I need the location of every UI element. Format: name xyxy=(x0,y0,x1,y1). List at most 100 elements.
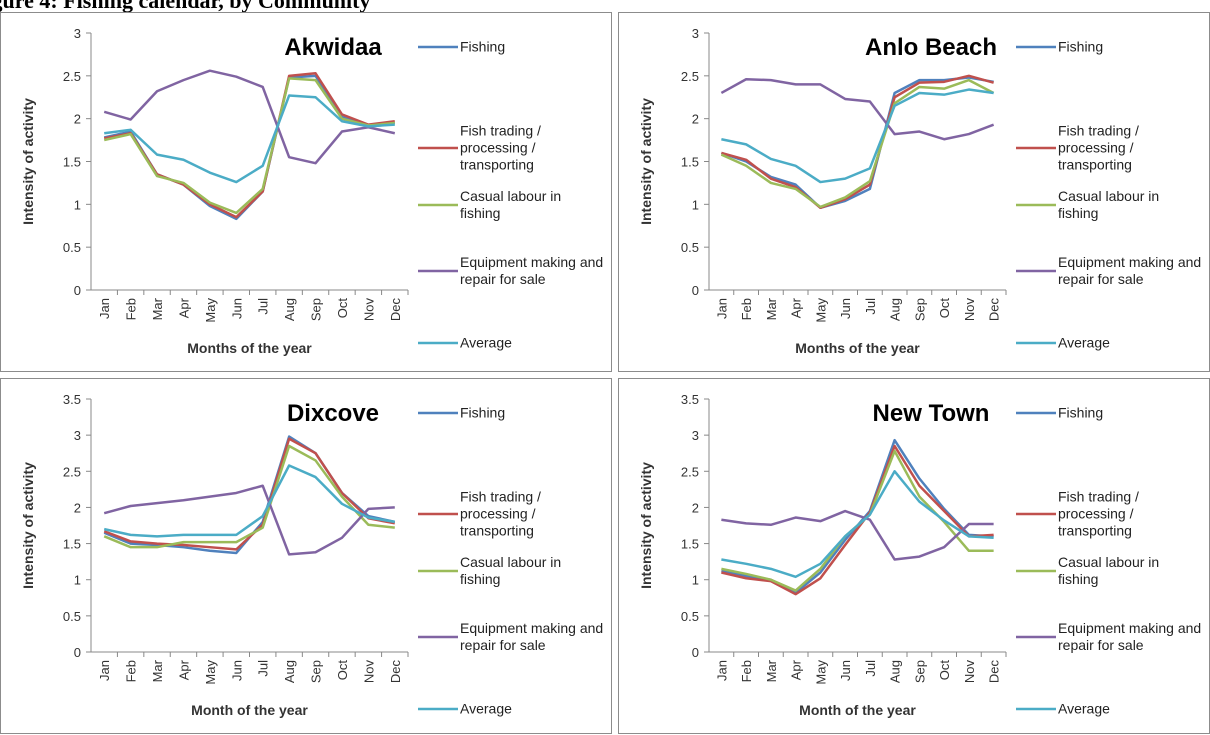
x-tick-label: May xyxy=(813,298,828,323)
y-tick-label: 0 xyxy=(74,283,81,298)
x-tick-label: May xyxy=(203,660,218,685)
legend-label: Equipment making and repair for sale xyxy=(1058,254,1202,287)
legend-label: Casual labour in fishing xyxy=(1058,188,1160,221)
x-tick-label: Sep xyxy=(912,298,927,321)
chart-title: New Town xyxy=(873,400,990,427)
y-tick-label: 3.5 xyxy=(63,392,81,407)
y-tick-label: 2.5 xyxy=(63,464,81,479)
series-line xyxy=(721,509,994,561)
chart-title: Akwidaa xyxy=(284,34,382,61)
series-line xyxy=(103,77,395,215)
series-line xyxy=(103,69,396,165)
legend-label: Equipment making and repair for sale xyxy=(460,620,604,653)
x-axis-label: Months of the year xyxy=(795,340,920,356)
page-title: Figure 4: Fishing calendar, by Community xyxy=(0,0,371,13)
series-line xyxy=(103,484,395,556)
x-tick-label: Feb xyxy=(739,298,754,320)
x-tick-label: Nov xyxy=(361,298,376,322)
x-tick-label: Jun xyxy=(229,298,244,319)
y-tick-label: 0.5 xyxy=(63,240,81,255)
legend-label: Casual labour in fishing xyxy=(460,188,562,221)
y-tick-label: 3 xyxy=(74,26,81,41)
x-tick-label: Nov xyxy=(962,660,977,684)
x-tick-label: May xyxy=(813,660,828,685)
chart-panel: 0 0.5 1 1.5 2 2.5 3 Jan Feb Mar Apr May Jun Jul Aug Sep… xyxy=(618,12,1210,372)
series-line xyxy=(721,74,994,210)
y-tick-label: 0.5 xyxy=(681,240,699,255)
y-tick-label: 1 xyxy=(692,573,699,588)
legend-label: Fishing xyxy=(460,38,506,55)
x-tick-label: Mar xyxy=(764,297,779,320)
y-tick-label: 2.5 xyxy=(681,464,699,479)
y-tick-label: 0 xyxy=(692,283,699,298)
x-tick-label: Jun xyxy=(838,660,853,681)
legend-label: Fishing xyxy=(1058,404,1104,421)
x-tick-label: Mar xyxy=(150,659,165,682)
y-tick-label: 3.5 xyxy=(681,392,699,407)
y-axis-label: Intensity of activity xyxy=(638,98,654,225)
series-line xyxy=(104,94,395,184)
x-tick-label: Mar xyxy=(764,659,779,682)
legend-label: Fishing xyxy=(1058,38,1104,55)
x-tick-label: Feb xyxy=(739,660,754,682)
series-line xyxy=(103,464,395,538)
y-tick-label: 1 xyxy=(74,573,81,588)
x-tick-label: Dec xyxy=(987,298,1002,322)
x-axis-label: Month of the year xyxy=(799,702,916,718)
y-tick-label: 0.5 xyxy=(63,609,81,624)
y-tick-label: 1 xyxy=(692,197,699,212)
legend-label: Equipment making and repair for sale xyxy=(460,254,604,287)
chart: 0 0.5 1 1.5 2 2.5 3 3.5 Jan Feb Mar Apr May Jun Jul Aug… xyxy=(638,392,1056,718)
x-tick-label: Oct xyxy=(937,660,952,681)
legend-label: Casual labour in fishing xyxy=(460,554,562,587)
chart: 0 0.5 1 1.5 2 2.5 3 Jan Feb Mar Apr May Jun Jul Aug Sep… xyxy=(638,26,1056,356)
y-axis-label: Intensity of activity xyxy=(20,462,36,589)
y-tick-label: 3 xyxy=(692,26,699,41)
series-line xyxy=(103,437,396,551)
y-tick-label: 0.5 xyxy=(681,609,699,624)
x-tick-label: Dec xyxy=(987,660,1002,684)
legend-label: Average xyxy=(460,700,512,717)
series-line xyxy=(103,444,395,549)
series-line xyxy=(721,470,994,579)
x-tick-label: Dec xyxy=(388,298,403,322)
x-tick-label: Jul xyxy=(863,660,878,677)
y-tick-label: 0 xyxy=(692,645,699,660)
y-tick-label: 1.5 xyxy=(681,537,699,552)
x-tick-label: Nov xyxy=(361,660,376,684)
x-tick-label: Mar xyxy=(150,297,165,320)
series-line xyxy=(721,88,994,184)
chart-panel: 0 0.5 1 1.5 2 2.5 3 3.5 Jan Feb Mar Apr May Jun Jul Aug… xyxy=(0,378,612,734)
y-tick-label: 1.5 xyxy=(63,537,81,552)
x-tick-label: May xyxy=(203,298,218,323)
y-tick-label: 1.5 xyxy=(681,155,699,170)
y-tick-label: 2.5 xyxy=(681,69,699,84)
x-tick-label: Oct xyxy=(335,298,350,319)
legend-label: Average xyxy=(1058,334,1110,351)
chart-panel: 0 0.5 1 1.5 2 2.5 3 Jan Feb Mar Apr May Jun Jul Aug Sep… xyxy=(0,12,612,372)
x-tick-label: Sep xyxy=(309,660,324,683)
x-axis-label: Month of the year xyxy=(191,702,308,718)
x-tick-label: Jan xyxy=(97,298,112,319)
y-tick-label: 1 xyxy=(74,197,81,212)
x-tick-label: Jul xyxy=(256,660,271,677)
series-line xyxy=(721,444,994,596)
x-tick-label: Apr xyxy=(176,659,191,680)
legend-label: Fish trading / processing / transporting xyxy=(1058,488,1139,539)
x-tick-label: Jul xyxy=(256,298,271,315)
y-tick-label: 3 xyxy=(74,428,81,443)
y-tick-label: 2 xyxy=(692,112,699,127)
x-tick-label: Apr xyxy=(789,659,804,680)
x-tick-label: Sep xyxy=(309,298,324,321)
chart: 0 0.5 1 1.5 2 2.5 3 3.5 Jan Feb Mar Apr May Jun Jul Aug… xyxy=(20,392,458,718)
y-axis-label: Intensity of activity xyxy=(20,98,36,225)
y-tick-label: 0 xyxy=(74,645,81,660)
chart: 0 0.5 1 1.5 2 2.5 3 Jan Feb Mar Apr May Jun Jul Aug Sep… xyxy=(20,26,458,356)
legend-label: Fish trading / processing / transporting xyxy=(460,122,541,173)
legend-label: Casual labour in fishing xyxy=(1058,554,1160,587)
x-tick-label: Nov xyxy=(962,298,977,322)
series-line xyxy=(720,78,995,209)
chart-title: Dixcove xyxy=(287,400,379,427)
legend-label: Average xyxy=(1058,700,1110,717)
